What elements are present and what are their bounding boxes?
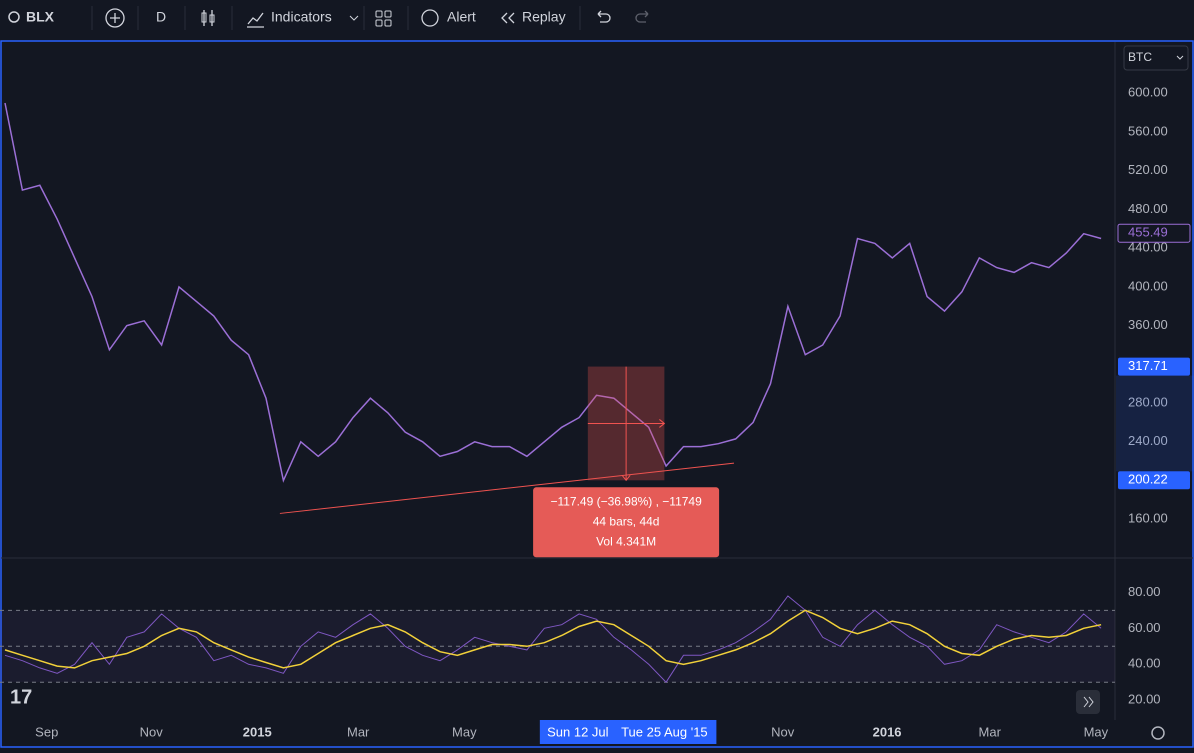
x-tick-label: Sep: [35, 724, 58, 739]
trend-line: [279, 462, 735, 514]
dropdown-icon[interactable]: [349, 15, 359, 21]
price-tag: [1118, 357, 1190, 376]
measure-label: Vol 4.341M: [596, 534, 656, 548]
indicator-line: [4, 609, 1102, 669]
price-tag-label: 200.22: [1128, 472, 1168, 487]
currency-dropdown: [1176, 55, 1184, 60]
y-tick-label: 20.00: [1128, 692, 1161, 707]
measure-arrows: [587, 366, 666, 482]
y-tick-label: 400.00: [1128, 278, 1168, 293]
interval[interactable]: D: [156, 9, 166, 25]
y-tick-label: 40.00: [1128, 656, 1161, 671]
y-tick-label: 280.00: [1128, 395, 1168, 410]
price-line: [4, 102, 1102, 483]
logo: 17: [10, 686, 32, 708]
alert[interactable]: Alert: [447, 9, 476, 25]
x-tick-label: Nov: [771, 724, 795, 739]
indicator-line: [4, 595, 1102, 683]
last-price-tag: [1117, 223, 1191, 243]
add-icon[interactable]: [105, 8, 125, 28]
currency-button[interactable]: [1123, 45, 1189, 71]
y-tick-label: 80.00: [1128, 584, 1161, 599]
undo-icon[interactable]: [597, 10, 611, 23]
toolbar-separators: [91, 6, 581, 30]
x-tick-label: 2015: [243, 724, 272, 739]
time-tag-label: Sun 12 Jul: [547, 724, 609, 739]
price-tag-label: 317.71: [1128, 358, 1168, 373]
measure-label-box: [533, 487, 720, 558]
measure-label: −117.49 (−36.98%) , −11749: [550, 494, 702, 508]
toolbar: BLX D Indicators Alert Replay: [8, 6, 649, 30]
symbol[interactable]: BLX: [26, 9, 55, 25]
measure-label: 44 bars, 44d: [593, 514, 660, 528]
y-tick-label: 520.00: [1128, 162, 1168, 177]
y-tick-label: 440.00: [1128, 240, 1168, 255]
alert-icon[interactable]: [421, 9, 439, 27]
indicators[interactable]: Indicators: [271, 9, 332, 25]
x-tick-label: May: [1084, 724, 1109, 739]
indicators-icon[interactable]: [247, 12, 264, 28]
replay[interactable]: Replay: [522, 9, 566, 25]
x-tick-label: May: [452, 724, 477, 739]
price-tag: [1118, 471, 1190, 490]
y-tick-label: 600.00: [1128, 85, 1168, 100]
y-tick-label: 60.00: [1128, 620, 1161, 635]
add-plus: [110, 13, 120, 23]
time-tag-label: Tue 25 Aug '15: [621, 724, 708, 739]
settings-icon[interactable]: [1151, 726, 1165, 740]
candle-icon-body: [201, 12, 207, 23]
redo-icon[interactable]: [635, 10, 649, 23]
scroll-icon: [1083, 696, 1094, 708]
time-range: [539, 720, 717, 744]
x-tick-label: Mar: [979, 724, 1002, 739]
y-tick-label: 360.00: [1128, 317, 1168, 332]
chart-frame: [0, 40, 1194, 748]
y-tick-label: 240.00: [1128, 433, 1168, 448]
axis-range: [1116, 375, 1194, 472]
search-icon[interactable]: [8, 11, 20, 23]
candle-icon-body: [209, 14, 215, 23]
x-tick-label: Mar: [347, 724, 370, 739]
y-tick-label: 480.00: [1128, 201, 1168, 216]
y-tick-label: 160.00: [1128, 511, 1168, 526]
x-tick-label: 2016: [873, 724, 902, 739]
x-tick-label: Nov: [140, 724, 164, 739]
y-tick-label: 560.00: [1128, 123, 1168, 138]
replay-icon[interactable]: [501, 12, 515, 24]
layouts-icon[interactable]: [375, 10, 392, 27]
currency[interactable]: BTC: [1128, 50, 1152, 64]
last-price-label: 455.49: [1128, 225, 1168, 240]
